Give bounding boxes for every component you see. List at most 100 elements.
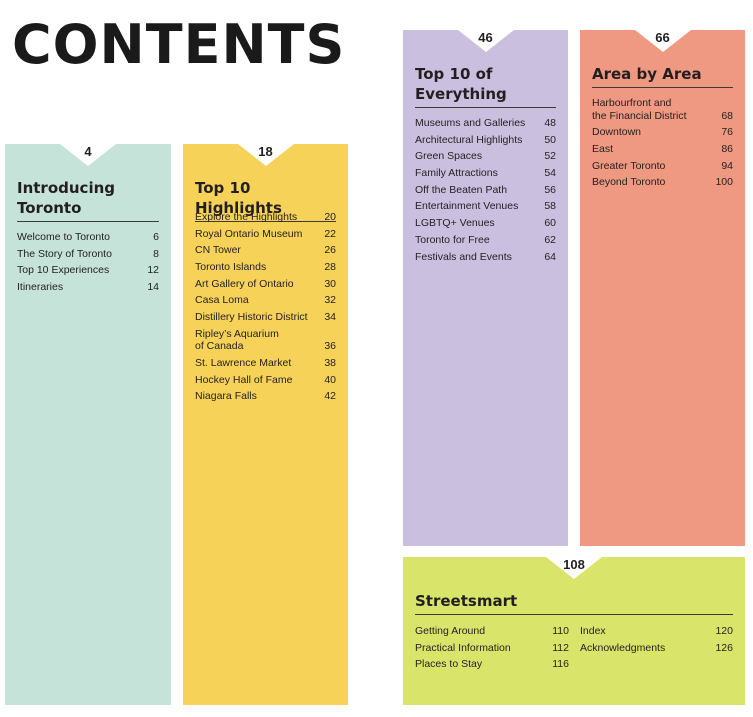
toc-entry-label: Explore the Highlights (195, 211, 298, 223)
toc-entry-page: 112 (552, 641, 569, 654)
toc-entry-page: 94 (721, 159, 733, 172)
toc-entry-page: 54 (544, 167, 556, 180)
toc-entry: Distillery Historic District 34 (195, 311, 336, 324)
toc-entry-label: Distillery Historic District (195, 311, 308, 324)
toc-entry: St. Lawrence Market 38 (195, 357, 336, 370)
toc-entry-label: Green Spaces (415, 150, 483, 163)
toc-entry-label: Architectural Highlights (415, 133, 523, 146)
section-page-number: 18 (258, 144, 273, 159)
toc-entry: Hockey Hall of Fame 40 (195, 374, 336, 387)
toc-entry-label: Off the Beaten Path (415, 183, 508, 196)
toc-entry-page: 34 (324, 311, 336, 324)
toc-entry-label: Ripley’s Aquarium of Canada (195, 327, 279, 353)
toc-entry: Royal Ontario Museum 22 (195, 228, 336, 241)
toc-entry: Greater Toronto 94 (592, 160, 733, 173)
toc-entry-label: East (592, 142, 614, 155)
toc-entry-label: Hockey Hall of Fame (195, 373, 293, 386)
toc-entry-label: Toronto Islands (195, 261, 267, 274)
toc-entry: Beyond Toronto 100 (592, 176, 733, 189)
toc-entry-page: 86 (721, 142, 733, 155)
toc-entry-label: Top 10 Experiences (17, 264, 110, 277)
toc-entry-page: 60 (544, 217, 556, 230)
toc-entry-page: 42 (324, 390, 336, 403)
toc-entry: Getting Around 110 (415, 625, 569, 638)
toc-entry: Welcome to Toronto 6 (17, 231, 159, 244)
toc-entry-page: 62 (544, 233, 556, 246)
toc-entry: Museums and Galleries 48 (415, 117, 556, 130)
toc-entry-label: Royal Ontario Museum (195, 227, 303, 240)
toc-entry-page: 48 (544, 117, 556, 129)
toc-entry-label: Getting Around (415, 625, 486, 637)
toc-entry-label: Acknowledgments (580, 641, 666, 654)
entry-list: Harbourfront and the Financial District 6… (592, 97, 733, 193)
toc-entry: CN Tower 26 (195, 244, 336, 257)
toc-entry-page: 20 (324, 211, 336, 223)
toc-entry-page: 64 (544, 250, 556, 263)
toc-entry-page: 26 (324, 244, 336, 257)
entry-list-left: Getting Around 110 Practical Information 11… (415, 625, 569, 675)
toc-entry-page: 12 (147, 264, 159, 277)
toc-entry: Practical Information 112 (415, 642, 569, 655)
toc-entry-label: Harbourfront and the Financial District (592, 97, 687, 122)
section-title: Introducing Toronto (17, 178, 159, 222)
entry-list: Museums and Galleries 48 Architectural Hig… (415, 117, 556, 267)
toc-entry-label: Art Gallery of Ontario (195, 277, 294, 290)
toc-entry: Ripley’s Aquarium of Canada 36 (195, 328, 336, 353)
toc-entry-label: Festivals and Events (415, 250, 512, 263)
toc-entry: Family Attractions 54 (415, 167, 556, 180)
toc-entry-label: Toronto for Free (415, 233, 490, 246)
section-title: Area by Area (592, 64, 733, 88)
toc-entry-page: 68 (721, 109, 733, 122)
toc-entry-page: 38 (324, 357, 336, 369)
section-top-10-of-everything: 46 Top 10 of Everything Museums and Gall… (403, 30, 568, 546)
section-title: Top 10 of Everything (415, 64, 556, 108)
section-title: Top 10 Highlights (195, 178, 336, 222)
toc-entry: Places to Stay 116 (415, 658, 569, 671)
toc-entry: Top 10 Experiences 12 (17, 264, 159, 277)
toc-entry-page: 30 (324, 277, 336, 290)
toc-entry-label: Places to Stay (415, 658, 483, 671)
toc-entry-label: Itineraries (17, 281, 64, 294)
page-title: CONTENTS (12, 13, 346, 76)
toc-entry-page: 28 (324, 261, 336, 274)
notch (634, 30, 691, 52)
toc-entry: East 86 (592, 143, 733, 156)
toc-entry: Niagara Falls 42 (195, 390, 336, 403)
notch (237, 144, 294, 166)
notch (546, 557, 602, 579)
toc-entry-page: 50 (544, 133, 556, 146)
section-page-number: 66 (655, 30, 670, 45)
toc-entry-label: Practical Information (415, 641, 511, 654)
entry-list: Explore the Highlights 20 Royal Ontario Mu… (195, 211, 336, 407)
toc-entry-label: Niagara Falls (195, 390, 257, 403)
toc-entry-label: Index (580, 625, 606, 637)
toc-entry-label: Family Attractions (415, 167, 498, 180)
toc-entry-label: CN Tower (195, 244, 241, 257)
toc-entry: Casa Loma 32 (195, 294, 336, 307)
toc-entry-page: 14 (147, 281, 159, 294)
toc-entry-page: 40 (324, 373, 336, 386)
toc-entry-page: 120 (715, 625, 733, 637)
section-introducing-toronto: 4 Introducing Toronto Welcome to Toronto… (5, 144, 171, 705)
toc-entry: Festivals and Events 64 (415, 251, 556, 264)
toc-entry: Art Gallery of Ontario 30 (195, 278, 336, 291)
toc-entry: Architectural Highlights 50 (415, 134, 556, 147)
toc-entry-label: LGBTQ+ Venues (415, 217, 495, 230)
toc-entry: Downtown 76 (592, 126, 733, 139)
toc-entry-page: 6 (153, 231, 159, 243)
toc-entry-label: Welcome to Toronto (17, 231, 110, 243)
toc-entry-label: Downtown (592, 126, 642, 139)
toc-entry: Harbourfront and the Financial District 6… (592, 97, 733, 122)
toc-entry-page: 22 (324, 227, 336, 240)
toc-entry: Index 120 (580, 625, 733, 638)
section-streetsmart: 108 Streetsmart Getting Around 110 Practic… (403, 557, 745, 705)
toc-entry-label: The Story of Toronto (17, 247, 112, 260)
toc-entry: LGBTQ+ Venues 60 (415, 217, 556, 230)
toc-entry-page: 32 (324, 294, 336, 307)
toc-entry-page: 58 (544, 200, 556, 213)
entry-list: Welcome to Toronto 6 The Story of Toronto 8… (17, 231, 159, 298)
toc-entry-page: 126 (715, 641, 733, 654)
toc-entry: The Story of Toronto 8 (17, 248, 159, 261)
toc-entry-page: 116 (552, 658, 569, 671)
toc-entry-page: 76 (721, 126, 733, 139)
